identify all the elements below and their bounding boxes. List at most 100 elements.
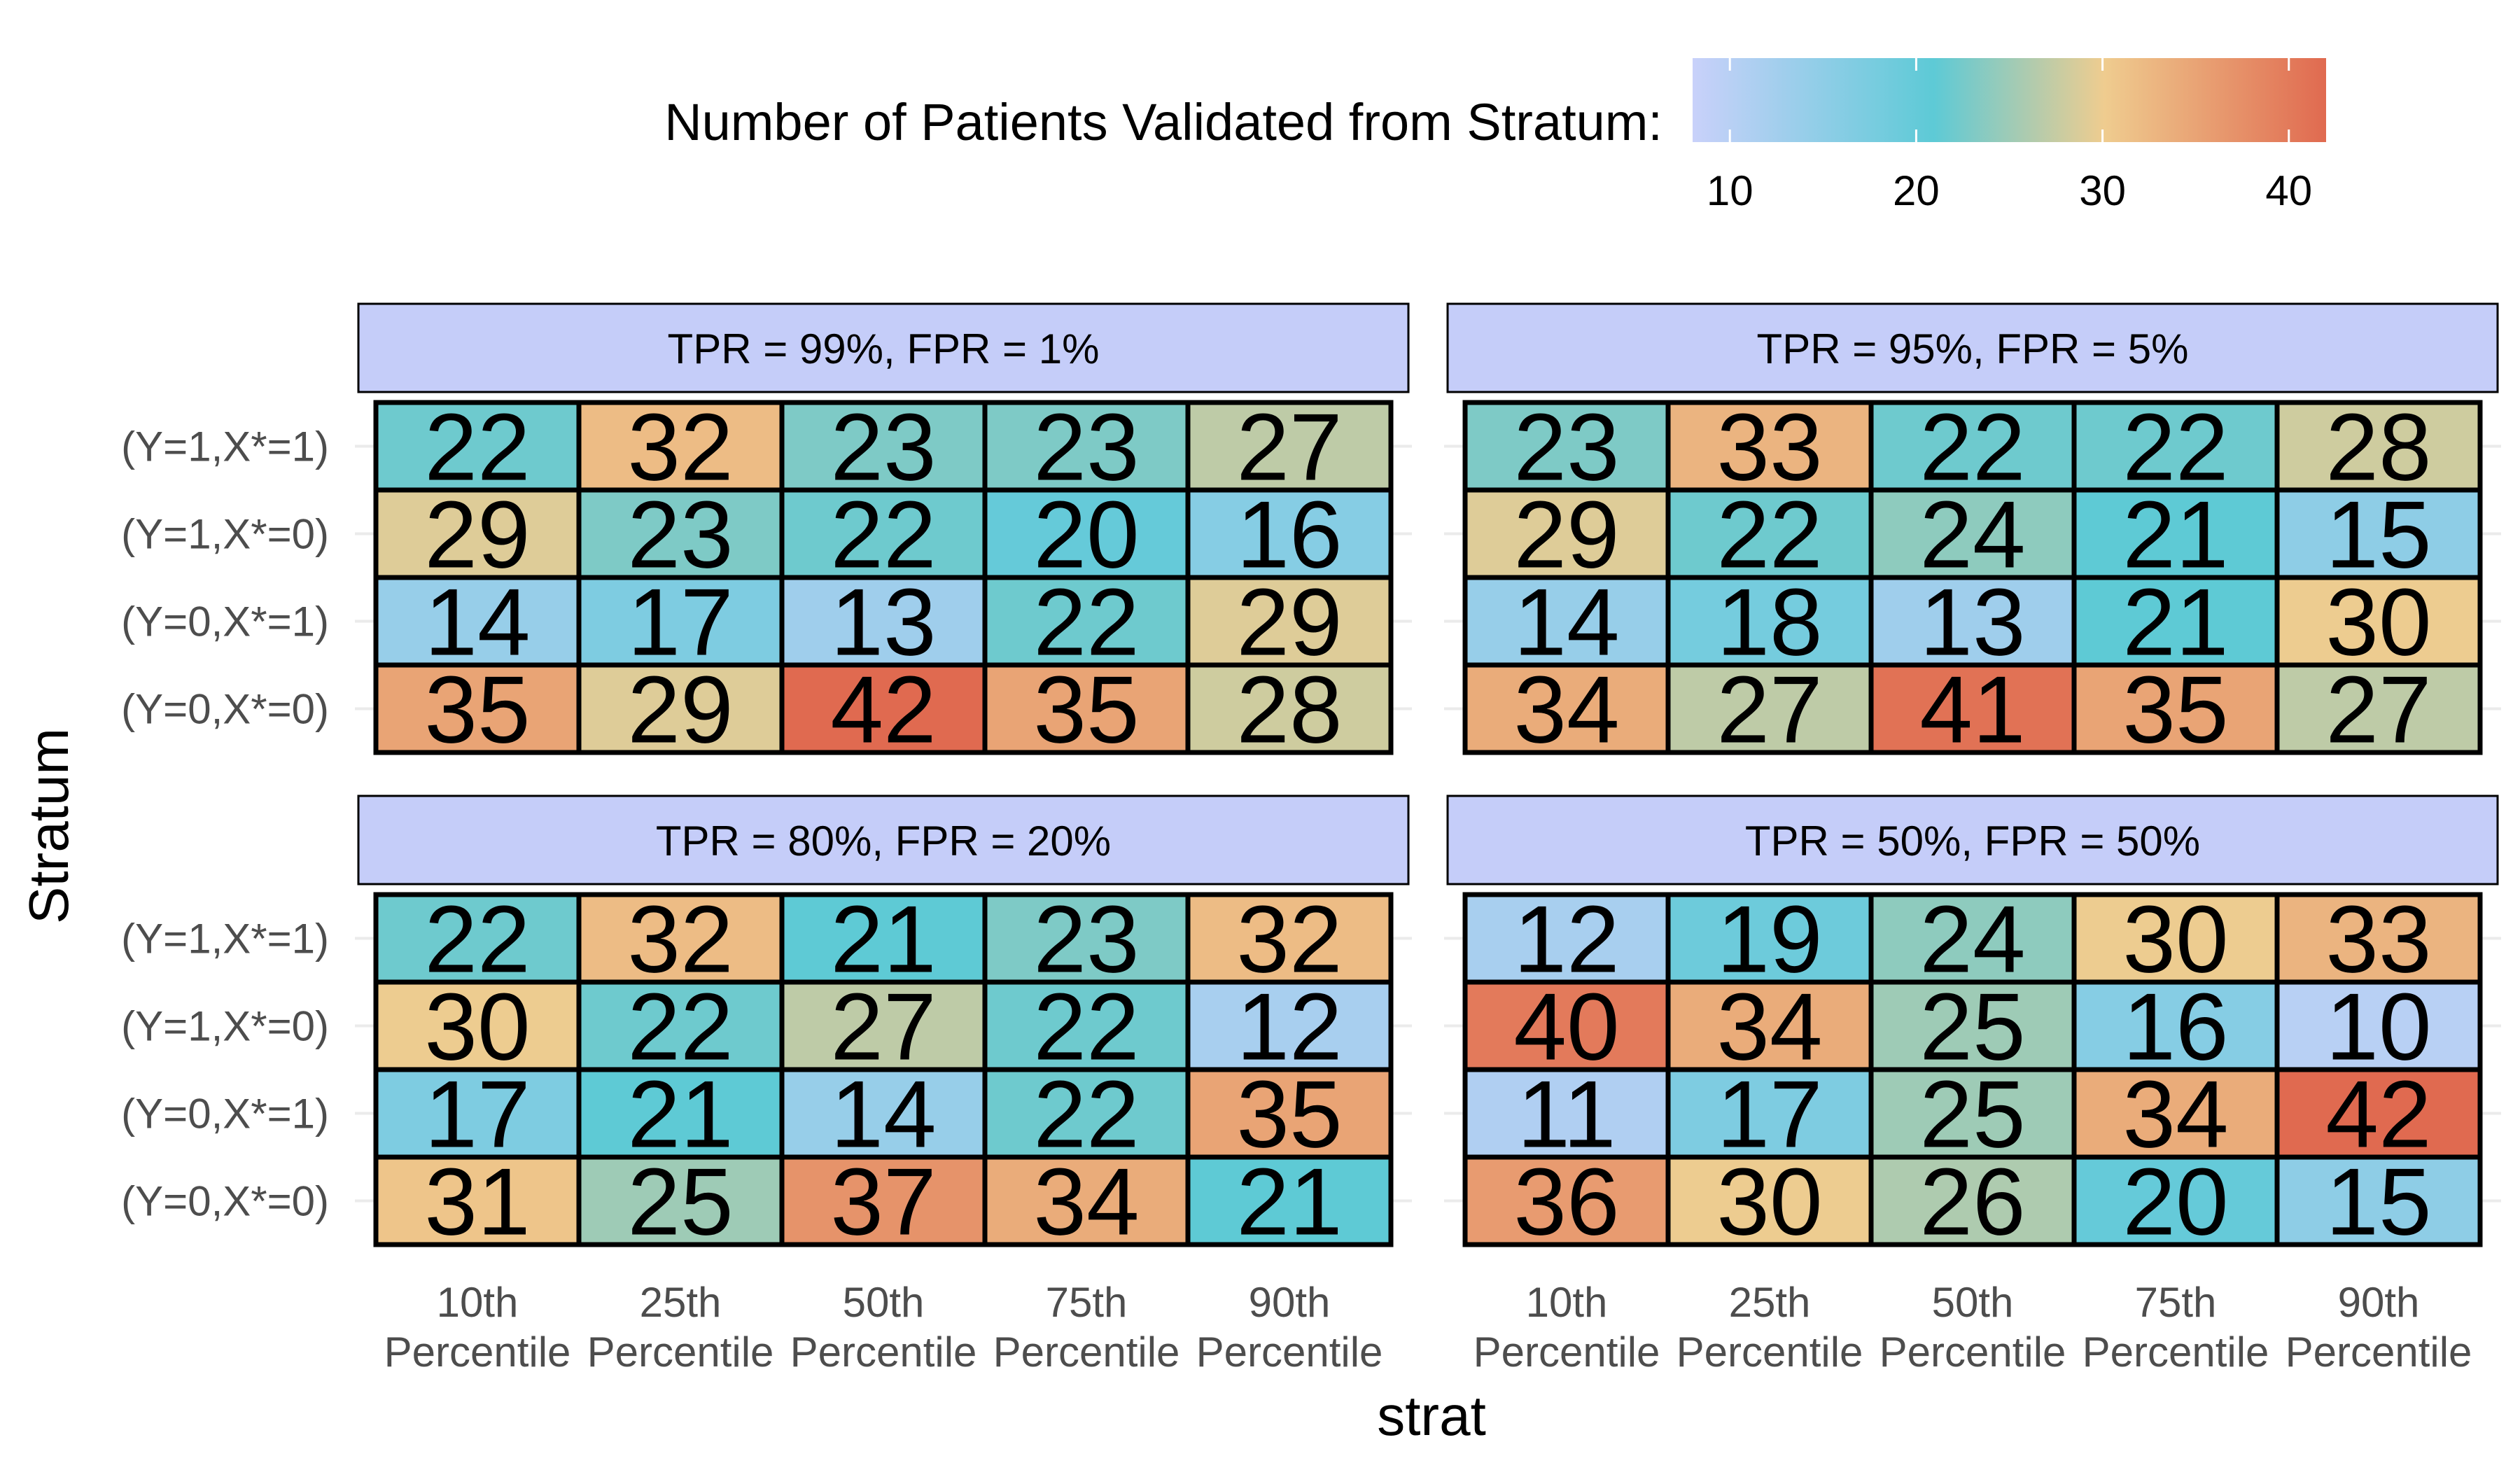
cell-value-label: 15 — [2325, 482, 2431, 588]
heatmap-cell — [1462, 1154, 1671, 1247]
heatmap-cell — [2274, 575, 2483, 668]
cell-value-label: 40 — [1513, 974, 1619, 1080]
y-tick-label: (Y=1,X*=0) — [121, 511, 329, 558]
panel-4: TPR = 50%, FPR = 50% 12 19 24 30 33 40 34 25 16 10… — [1444, 794, 2501, 1376]
heatmap-cell — [2071, 400, 2280, 493]
cell-value-label: 22 — [424, 394, 530, 500]
heatmap-cell — [576, 487, 785, 580]
cell-value-label: 34 — [1716, 974, 1822, 1080]
cell-value-label: 29 — [1236, 569, 1342, 676]
x-axis-title: strat — [1377, 1385, 1486, 1447]
y-tick-label: (Y=1,X*=1) — [121, 916, 329, 962]
cell-value-label: 12 — [1513, 886, 1619, 993]
heatmap-cell — [373, 575, 582, 668]
cell-value-label: 22 — [1716, 482, 1822, 588]
y-tick-label: (Y=0,X*=1) — [121, 598, 329, 645]
cell-value-label: 21 — [627, 1061, 733, 1168]
heatmap-cell — [1185, 487, 1394, 580]
cell-value-label: 23 — [627, 482, 733, 588]
heatmap-cell — [1665, 487, 1874, 580]
x-tick-label-line1: 50th — [1932, 1279, 2014, 1326]
panel-title: TPR = 95%, FPR = 5% — [1757, 326, 2189, 372]
legend-title: Number of Patients Validated from Stratu… — [664, 93, 1662, 151]
cell-value-label: 36 — [1513, 1149, 1619, 1255]
cell-value-label: 10 — [2325, 974, 2431, 1080]
cell-value-label: 14 — [424, 569, 530, 676]
cell-value-label: 27 — [2325, 657, 2431, 763]
heatmap-cell — [1185, 662, 1394, 755]
cell-value-label: 42 — [830, 657, 936, 763]
cell-value-label: 34 — [1513, 657, 1619, 763]
heatmap-cell — [982, 575, 1191, 668]
cell-value-label: 13 — [1919, 569, 2025, 676]
cell-value-label: 30 — [424, 974, 530, 1080]
heatmap-cell — [373, 487, 582, 580]
cell-value-label: 21 — [2122, 569, 2228, 676]
y-tick-label: (Y=0,X*=1) — [121, 1091, 329, 1138]
y-tick-label: (Y=1,X*=1) — [121, 424, 329, 470]
cell-value-label: 21 — [830, 886, 936, 993]
cell-value-label: 34 — [1033, 1149, 1139, 1255]
heatmap-cell — [2274, 400, 2483, 493]
x-tick-label-line2: Percentile — [1196, 1329, 1383, 1376]
cell-value-label: 15 — [2325, 1149, 2431, 1255]
cell-value-label: 23 — [830, 394, 936, 500]
x-tick-label-line1: 75th — [1046, 1279, 1128, 1326]
x-tick-label-line2: Percentile — [1474, 1329, 1660, 1376]
cell-value-label: 32 — [627, 886, 733, 993]
heatmap-cell — [2274, 979, 2483, 1072]
panel-strip — [357, 302, 1410, 393]
heatmap-cell — [1185, 1067, 1394, 1160]
x-tick-label-line2: Percentile — [384, 1329, 571, 1376]
x-tick-label-line2: Percentile — [2082, 1329, 2269, 1376]
cell-value-label: 23 — [1033, 394, 1139, 500]
heatmap-cell — [779, 487, 988, 580]
cell-value-label: 34 — [2122, 1061, 2228, 1168]
cell-value-label: 18 — [1716, 569, 1822, 676]
legend: Number of Patients Validated from Stratu… — [664, 58, 2326, 214]
cell-value-label: 20 — [1033, 482, 1139, 588]
cell-value-label: 33 — [1716, 394, 1822, 500]
legend-tick-label: 20 — [1893, 167, 1940, 214]
panel-strip — [1446, 794, 2499, 886]
heatmap-cell — [1462, 979, 1671, 1072]
x-tick-label-line2: Percentile — [993, 1329, 1180, 1376]
x-tick-label-line1: 25th — [1729, 1279, 1811, 1326]
cell-value-label: 41 — [1919, 657, 2025, 763]
cell-value-label: 22 — [1033, 974, 1139, 1080]
cell-value-label: 27 — [1716, 657, 1822, 763]
cell-value-label: 32 — [1236, 886, 1342, 993]
legend-colorbar — [1693, 58, 2326, 142]
heatmap-cell — [373, 1067, 582, 1160]
heatmap-cell — [2071, 662, 2280, 755]
cell-value-label: 16 — [1236, 482, 1342, 588]
cell-value-label: 17 — [1716, 1061, 1822, 1168]
cell-value-label: 30 — [2325, 569, 2431, 676]
cell-value-label: 27 — [830, 974, 936, 1080]
heatmap-cell — [1868, 979, 2077, 1072]
heatmap-cell — [2274, 487, 2483, 580]
cell-value-label: 14 — [1513, 569, 1619, 676]
x-tick-label-line1: 90th — [2338, 1279, 2420, 1326]
cell-value-label: 32 — [627, 394, 733, 500]
cell-value-label: 12 — [1236, 974, 1342, 1080]
cell-value-label: 31 — [424, 1149, 530, 1255]
heatmap-cell — [1868, 662, 2077, 755]
heatmap-cell — [1665, 662, 1874, 755]
heatmap-cell — [1185, 400, 1394, 493]
panel-strip — [1446, 302, 2499, 393]
heatmap-cell — [982, 400, 1191, 493]
cell-value-label: 22 — [2122, 394, 2228, 500]
x-tick-label-line2: Percentile — [790, 1329, 977, 1376]
x-tick-label-line1: 10th — [1526, 1279, 1608, 1326]
heatmap-cell — [1185, 575, 1394, 668]
panel-title: TPR = 99%, FPR = 1% — [668, 326, 1100, 372]
cell-value-label: 29 — [627, 657, 733, 763]
panel-title: TPR = 80%, FPR = 20% — [656, 818, 1111, 864]
legend-tick-label: 30 — [2079, 167, 2126, 214]
y-tick-label: (Y=0,X*=0) — [121, 1178, 329, 1225]
heatmap-cell — [982, 892, 1191, 985]
cell-value-label: 22 — [627, 974, 733, 1080]
